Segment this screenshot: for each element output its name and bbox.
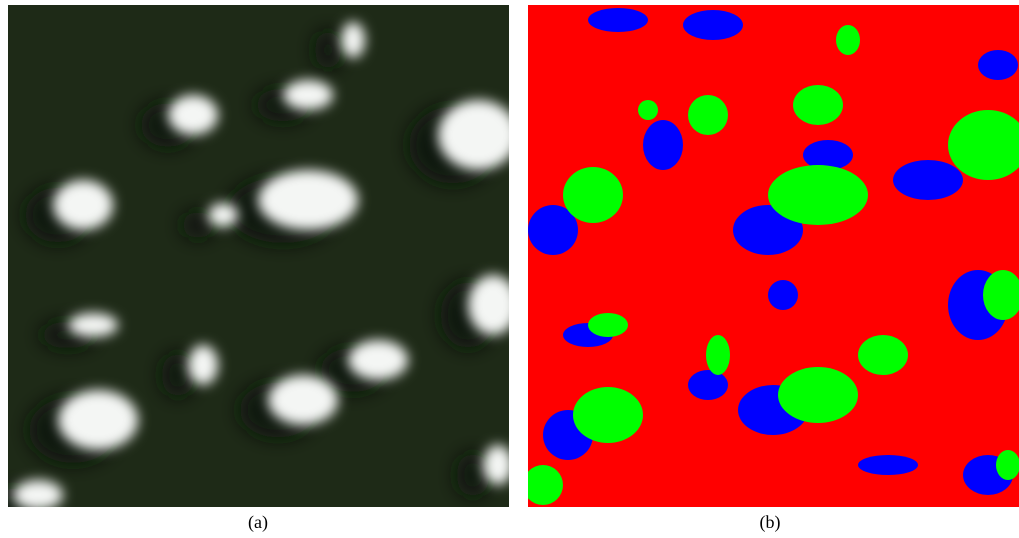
cloud-region	[688, 95, 728, 135]
cloud-region	[836, 25, 860, 55]
cloud-shadow	[315, 30, 341, 70]
cloud	[468, 275, 518, 335]
cloud	[283, 80, 333, 110]
cloud	[188, 345, 218, 385]
cloud-region	[523, 465, 563, 505]
figure: (a) (b)	[0, 0, 1019, 538]
shadow-region	[858, 455, 918, 475]
cloud-region	[793, 85, 843, 125]
cloud	[483, 445, 513, 485]
shadow-region	[588, 8, 648, 32]
shadow-region	[768, 280, 798, 310]
cloud-region	[573, 387, 643, 443]
cloud	[438, 100, 518, 170]
cloud-region	[778, 367, 858, 423]
cloud-region	[638, 100, 658, 120]
cloud	[258, 170, 358, 230]
shadow-region	[643, 120, 683, 170]
cloud-region	[563, 167, 623, 223]
cloud	[58, 390, 138, 450]
shadow-region	[683, 10, 743, 40]
cloud-region	[588, 313, 628, 337]
cloud	[53, 180, 113, 230]
cloud-region	[996, 450, 1019, 480]
cloud	[68, 313, 118, 337]
cloud	[341, 22, 365, 58]
shadow-region	[978, 50, 1018, 80]
cloud	[208, 203, 238, 227]
cloud	[348, 340, 408, 380]
shadow-region	[688, 370, 728, 400]
cloud	[13, 480, 63, 510]
cloud-region	[768, 165, 868, 225]
segmentation-mask	[523, 5, 1019, 507]
cloud-region	[858, 335, 908, 375]
cloud	[168, 95, 218, 135]
caption: (a)	[248, 512, 268, 533]
caption: (b)	[760, 512, 781, 533]
page: (a) (b) (() => { const data = JSON.parse…	[0, 0, 1019, 538]
cloud	[268, 375, 338, 425]
cloud-region	[706, 335, 730, 375]
shadow-region	[893, 160, 963, 200]
satellite-image	[0, 5, 518, 522]
